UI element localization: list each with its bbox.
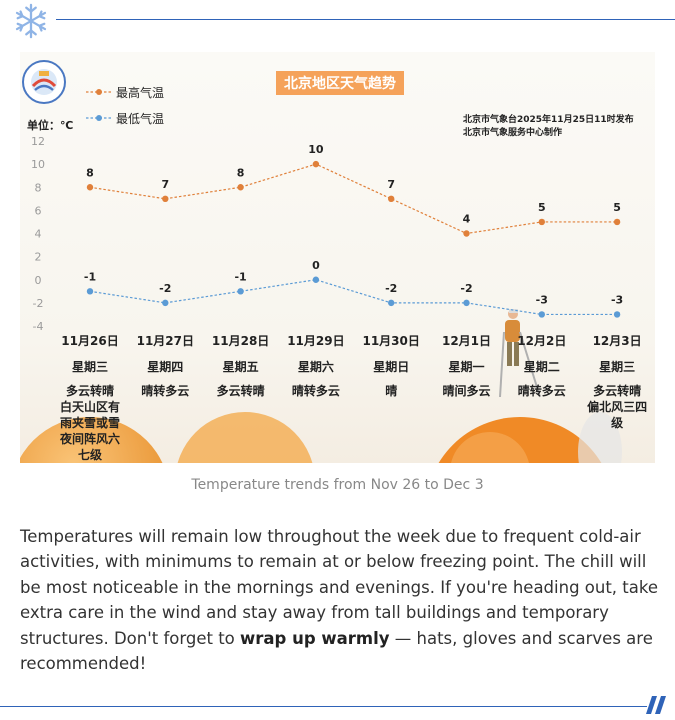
low-temp-value-label: -2 xyxy=(159,282,171,295)
high-temp-point xyxy=(613,218,621,226)
date-label: 11月30日 xyxy=(362,334,419,348)
weather-condition-label: 晴转多云 xyxy=(292,383,340,398)
weekday-label: 星期日 xyxy=(373,359,409,374)
weather-condition-label: 多云转晴 xyxy=(66,383,114,398)
low-temp-point xyxy=(538,311,545,318)
weather-condition-label: 夜间阵风六 xyxy=(59,431,120,446)
low-temp-value-label: 0 xyxy=(312,259,320,272)
figure-caption: Temperature trends from Nov 26 to Dec 3 xyxy=(191,477,484,493)
low-temp-value-label: -1 xyxy=(234,270,246,283)
low-temp-point xyxy=(237,288,244,295)
low-temp-value-label: -2 xyxy=(460,282,472,295)
weekday-label: 星期六 xyxy=(298,359,334,374)
low-temp-point xyxy=(162,299,169,307)
weekday-label: 星期五 xyxy=(223,359,259,374)
legend-high-label: 最高气温 xyxy=(116,85,164,100)
high-temp-value-label: 10 xyxy=(308,143,324,156)
high-temp-point xyxy=(538,218,545,226)
weather-condition-label: 多云转晴 xyxy=(217,383,265,398)
high-temp-value-label: 5 xyxy=(613,201,621,214)
low-temp-point xyxy=(312,276,320,283)
high-temp-point xyxy=(463,230,470,237)
weather-trend-figure: 北京地区天气趋势 最高气温 最低气温 单位：℃ 北京市气象台2025年11月25… xyxy=(20,52,655,463)
date-label: 12月3日 xyxy=(593,334,642,348)
high-temp-point xyxy=(388,195,395,203)
weekday-label: 星期三 xyxy=(72,359,108,374)
high-temp-point xyxy=(312,160,320,168)
legend-high-marker xyxy=(96,89,102,95)
low-temp-point xyxy=(388,299,395,307)
bottom-divider-line xyxy=(0,706,647,707)
chart-title-background xyxy=(276,71,404,95)
high-temp-point xyxy=(237,184,244,191)
low-temp-point xyxy=(613,311,621,318)
legend-low-marker xyxy=(96,115,102,121)
y-tick-label: 8 xyxy=(35,181,42,194)
high-temp-value-label: 8 xyxy=(237,166,245,179)
weather-condition-label: 雨夹雪或雪 xyxy=(60,415,120,430)
y-tick-label: 2 xyxy=(35,251,42,264)
issue-note-line-1: 北京市气象台2025年11月25日11时发布 xyxy=(463,113,634,125)
y-tick-label: 0 xyxy=(35,274,42,287)
miniature-person xyxy=(499,309,541,398)
low-temp-value-label: -2 xyxy=(385,282,397,295)
high-temp-value-label: 4 xyxy=(463,213,471,226)
temperature-chart: 北京地区天气趋势 最高气温 最低气温 单位：℃ 北京市气象台2025年11月25… xyxy=(20,60,647,463)
legend-low-label: 最低气温 xyxy=(116,111,164,126)
weekday-label: 星期三 xyxy=(599,359,635,374)
chart-title: 北京地区天气趋势 xyxy=(284,75,396,92)
weather-condition-label: 晴转多云 xyxy=(141,383,189,398)
date-label: 11月27日 xyxy=(137,334,194,348)
weather-condition-label: 晴转多云 xyxy=(518,383,566,398)
y-tick-label: 6 xyxy=(35,204,42,217)
weather-condition-label: 多云转晴 xyxy=(593,383,641,398)
date-label: 11月26日 xyxy=(61,334,118,348)
low-temp-value-label: -3 xyxy=(536,293,548,306)
issue-note-line-2: 北京市气象服务中心制作 xyxy=(463,126,562,138)
low-temp-value-label: -3 xyxy=(611,293,623,306)
top-divider-line xyxy=(56,19,675,20)
low-temp-value-label: -1 xyxy=(84,270,96,283)
weather-condition-label: 晴 xyxy=(385,383,397,398)
high-temp-point xyxy=(86,184,94,191)
y-tick-label: 10 xyxy=(31,158,45,171)
y-tick-label: -4 xyxy=(33,320,44,333)
snowflake-icon xyxy=(15,3,47,39)
weather-condition-label: 七级 xyxy=(78,447,102,462)
legend: 最高气温 最低气温 xyxy=(86,85,164,126)
weather-condition-label: 级 xyxy=(611,415,623,430)
high-temp-point xyxy=(162,195,169,203)
date-label: 12月2日 xyxy=(517,334,566,348)
weekday-label: 星期二 xyxy=(524,359,560,374)
body-text-emphasis: wrap up warmly xyxy=(240,628,390,648)
y-tick-label: -2 xyxy=(33,297,44,310)
weather-condition-label: 白天山区有 xyxy=(60,399,120,414)
background-illustration xyxy=(20,309,622,463)
date-label: 12月1日 xyxy=(442,334,491,348)
y-tick-label: 4 xyxy=(35,228,42,241)
weather-condition-label: 偏北风三四 xyxy=(587,399,647,414)
unit-label: 单位：℃ xyxy=(27,118,73,132)
double-slash-icon xyxy=(646,696,666,714)
weather-bureau-logo xyxy=(22,60,66,104)
weekday-label: 星期一 xyxy=(448,359,484,374)
high-temp-value-label: 7 xyxy=(387,178,395,191)
weather-condition-label: 晴间多云 xyxy=(442,383,490,398)
body-paragraph: Temperatures will remain low throughout … xyxy=(20,524,660,676)
date-label: 11月29日 xyxy=(287,334,344,348)
low-temp-point xyxy=(86,288,94,295)
date-label: 11月28日 xyxy=(212,334,269,348)
high-temp-line xyxy=(89,163,618,235)
low-temp-point xyxy=(463,299,470,307)
high-temp-value-label: 8 xyxy=(86,166,94,179)
body-text-end: — hats, gloves and scarves are recommend… xyxy=(20,628,653,674)
y-tick-label: 12 xyxy=(31,135,45,148)
high-temp-value-label: 5 xyxy=(538,201,546,214)
body-text-start: Temperatures will remain low throughout … xyxy=(20,527,658,648)
weekday-label: 星期四 xyxy=(147,359,183,374)
low-temp-line xyxy=(89,279,618,316)
high-temp-value-label: 7 xyxy=(161,178,169,191)
